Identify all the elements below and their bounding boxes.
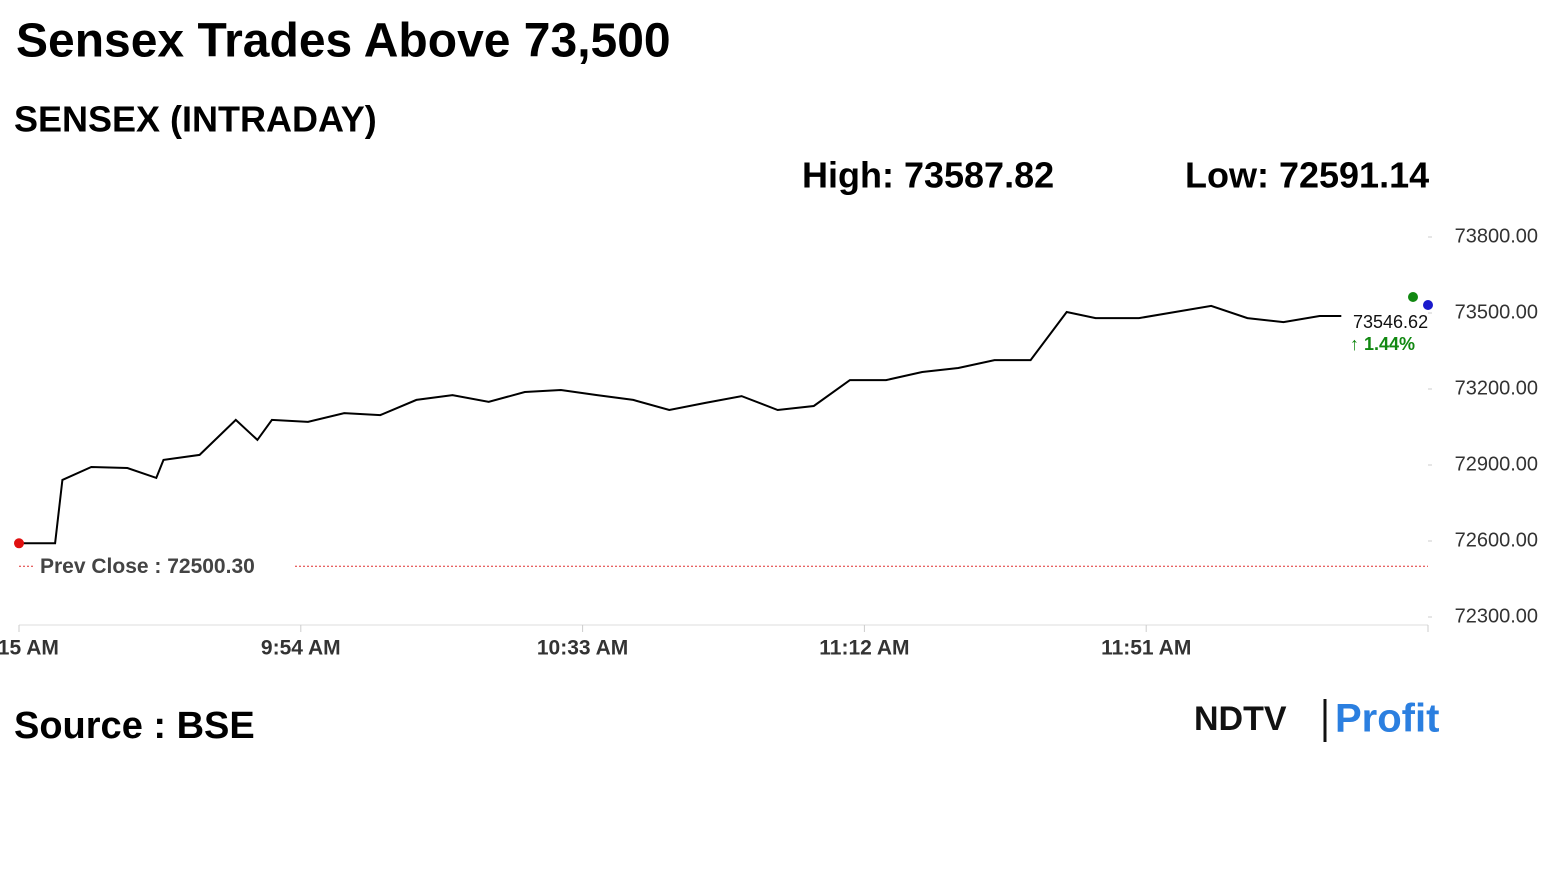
last-price: 73546.62 bbox=[1353, 312, 1428, 332]
x-tick-label: 9:15 AM bbox=[0, 637, 59, 660]
low-label: Low: 72591.14 bbox=[1185, 155, 1429, 196]
start-dot bbox=[14, 538, 24, 549]
high-dot bbox=[1408, 292, 1418, 302]
price-line bbox=[19, 304, 1342, 545]
x-tick-label: 9:54 AM bbox=[261, 637, 341, 660]
x-tick-label: 10:33 AM bbox=[537, 637, 628, 660]
prev-close-label: Prev Close : 72500.30 bbox=[40, 555, 255, 578]
y-tick-label: 72600.00 bbox=[1455, 529, 1538, 551]
y-tick-label: 73200.00 bbox=[1455, 377, 1538, 399]
y-tick-label: 73500.00 bbox=[1455, 301, 1538, 323]
y-tick-label: 73800.00 bbox=[1455, 225, 1538, 247]
logo-brand: NDTV bbox=[1194, 700, 1287, 738]
x-tick-label: 11:12 AM bbox=[819, 637, 909, 660]
x-tick-label: 11:51 AM bbox=[1101, 637, 1191, 660]
change-label: ↑ 1.44% bbox=[1350, 334, 1415, 354]
y-tick-label: 72300.00 bbox=[1455, 605, 1538, 627]
logo-product: Profit bbox=[1335, 697, 1439, 741]
chart-title: SENSEX (INTRADAY) bbox=[14, 99, 377, 140]
page-title: Sensex Trades Above 73,500 bbox=[16, 15, 671, 68]
source: Source : BSE bbox=[14, 705, 255, 747]
current-dot bbox=[1423, 300, 1433, 310]
high-label: High: 73587.82 bbox=[802, 155, 1054, 196]
y-tick-label: 72900.00 bbox=[1455, 453, 1538, 475]
prev-close-bg bbox=[34, 553, 294, 580]
